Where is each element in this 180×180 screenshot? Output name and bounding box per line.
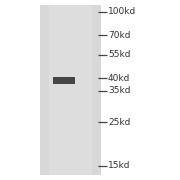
Text: 40kd: 40kd [108, 74, 130, 83]
Text: 15kd: 15kd [108, 161, 130, 170]
Bar [53, 77, 75, 84]
Text: 100kd: 100kd [108, 7, 136, 16]
Text: 35kd: 35kd [108, 86, 130, 95]
Text: 70kd: 70kd [108, 31, 130, 40]
Bar [40, 5, 101, 175]
Text: 25kd: 25kd [108, 118, 130, 127]
Text: 55kd: 55kd [108, 50, 130, 59]
Bar [49, 5, 92, 175]
